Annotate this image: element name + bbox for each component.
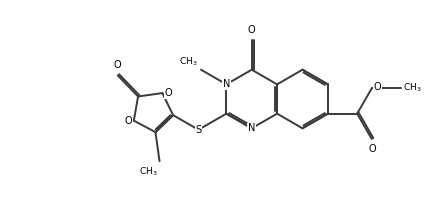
- Text: O: O: [374, 82, 381, 92]
- Text: CH$_3$: CH$_3$: [139, 165, 157, 178]
- Text: S: S: [195, 125, 202, 135]
- Text: O: O: [124, 116, 132, 126]
- Text: O: O: [248, 25, 255, 35]
- Text: O: O: [369, 144, 377, 154]
- Text: N: N: [248, 123, 255, 133]
- Text: CH$_3$: CH$_3$: [179, 55, 198, 68]
- Text: N: N: [223, 79, 230, 89]
- Text: O: O: [114, 60, 122, 70]
- Text: CH$_3$: CH$_3$: [403, 81, 422, 93]
- Text: O: O: [164, 88, 172, 98]
